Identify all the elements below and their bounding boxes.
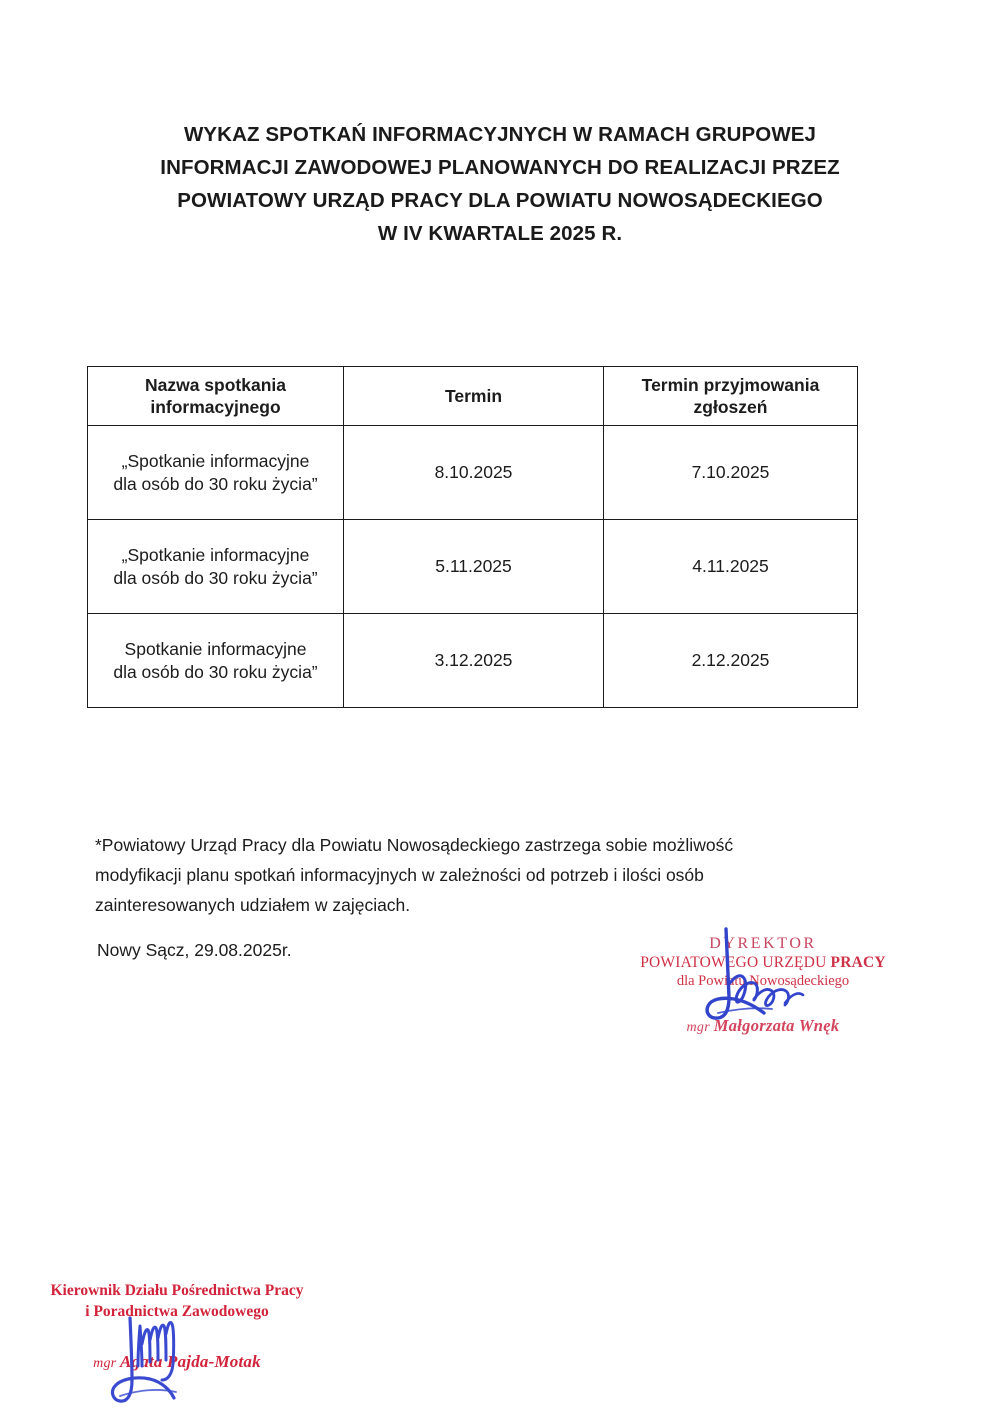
- stamp-director-title: DYREKTOR: [709, 935, 817, 952]
- stamp-manager-name-prefix: mgr: [93, 1356, 121, 1371]
- stamp-director-office: POWIATOWEGO URZĘDU PRACY: [618, 953, 908, 972]
- meeting-name-line-2: dla osób do 30 roku życia”: [113, 567, 318, 588]
- column-header-name-line-1: Nazwa spotkania: [144, 375, 287, 395]
- table-row: „Spotkanie informacyjne dla osób do 30 r…: [87, 519, 858, 614]
- stamp-director-name-value: Małgorzata Wnęk: [713, 1016, 840, 1035]
- meeting-name-line-2: dla osób do 30 roku życia”: [113, 473, 318, 494]
- footnote-line-1: *Powiatowy Urząd Pracy dla Powiatu Nowos…: [95, 835, 734, 855]
- table-row: Spotkanie informacyjne dla osób do 30 ro…: [87, 613, 858, 708]
- stamp-director-office-prefix: POWIATOWEGO URZĘDU: [640, 954, 831, 971]
- footnote-line-3: zainteresowanych udziałem w zajęciach.: [95, 895, 411, 915]
- meeting-name-line-1: Spotkanie informacyjne: [124, 638, 307, 659]
- title-line-3: POWIATOWY URZĄD PRACY DLA POWIATU NOWOSĄ…: [177, 189, 823, 212]
- meeting-name-line-1: „Spotkanie informacyjne: [121, 450, 310, 471]
- column-header-registration-line-2: zgłoszeń: [693, 397, 768, 417]
- cell-registration-deadline: 4.11.2025: [603, 519, 858, 614]
- cell-registration-deadline: 2.12.2025: [603, 613, 858, 708]
- stamp-manager: Kierownik Działu Pośrednictwa Pracy i Po…: [42, 1280, 312, 1372]
- stamp-director-county: dla Powiatu Nowosądeckiego: [676, 973, 850, 989]
- cell-meeting-name: Spotkanie informacyjne dla osób do 30 ro…: [87, 613, 344, 708]
- cell-meeting-date: 8.10.2025: [343, 425, 604, 520]
- footnote-disclaimer: *Powiatowy Urząd Pracy dla Powiatu Nowos…: [95, 830, 907, 920]
- table-row: „Spotkanie informacyjne dla osób do 30 r…: [87, 425, 858, 520]
- cell-meeting-date: 3.12.2025: [343, 613, 604, 708]
- column-header-registration: Termin przyjmowania zgłoszeń: [603, 366, 858, 426]
- page-title: WYKAZ SPOTKAŃ INFORMACYJNYCH W RAMACH GR…: [95, 118, 905, 250]
- stamp-director-name: mgr Małgorzata Wnęk: [618, 1016, 908, 1036]
- column-header-date: Termin: [343, 366, 604, 426]
- meetings-table: Nazwa spotkania informacyjnego Termin Te…: [87, 366, 858, 708]
- column-header-name: Nazwa spotkania informacyjnego: [87, 366, 344, 426]
- meeting-name-line-1: „Spotkanie informacyjne: [121, 544, 310, 565]
- title-line-4: W IV KWARTALE 2025 R.: [377, 222, 623, 245]
- stamp-manager-title-line-2: i Poradnictwa Zawodowego: [85, 1303, 269, 1320]
- meeting-name-line-2: dla osób do 30 roku życia”: [113, 661, 318, 682]
- title-line-2: INFORMACJI ZAWODOWEJ PLANOWANYCH DO REAL…: [160, 156, 840, 179]
- stamp-manager-name-value: Agata Pajda-Motak: [120, 1352, 261, 1371]
- cell-meeting-name: „Spotkanie informacyjne dla osób do 30 r…: [87, 519, 344, 614]
- stamp-director-name-prefix: mgr: [686, 1020, 714, 1035]
- title-line-1: WYKAZ SPOTKAŃ INFORMACYJNYCH W RAMACH GR…: [183, 123, 817, 146]
- footnote-line-2: modyfikacji planu spotkań informacyjnych…: [95, 865, 704, 885]
- stamp-director: DYREKTOR POWIATOWEGO URZĘDU PRACY dla Po…: [618, 934, 908, 1036]
- place-and-date: Nowy Sącz, 29.08.2025r.: [97, 940, 292, 960]
- cell-registration-deadline: 7.10.2025: [603, 425, 858, 520]
- column-header-name-line-2: informacyjnego: [150, 397, 281, 417]
- table-header-row: Nazwa spotkania informacyjnego Termin Te…: [87, 366, 858, 426]
- stamp-manager-title-line-1: Kierownik Działu Pośrednictwa Pracy: [50, 1282, 304, 1299]
- column-header-registration-line-1: Termin przyjmowania: [641, 375, 820, 395]
- column-header-date-line-1: Termin: [444, 386, 503, 406]
- stamp-manager-name: mgr Agata Pajda-Motak: [42, 1352, 312, 1372]
- stamp-director-office-bold: PRACY: [830, 954, 886, 971]
- cell-meeting-date: 5.11.2025: [343, 519, 604, 614]
- cell-meeting-name: „Spotkanie informacyjne dla osób do 30 r…: [87, 425, 344, 520]
